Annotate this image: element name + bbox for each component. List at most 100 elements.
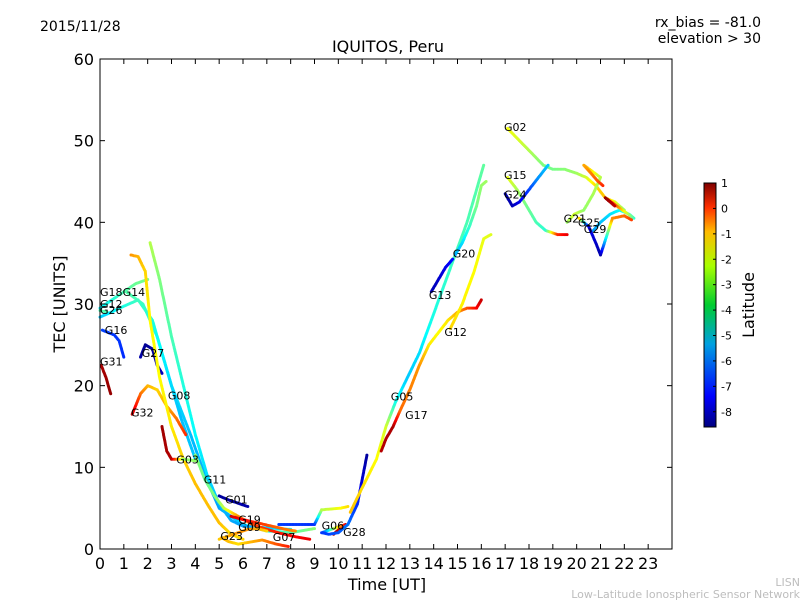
- colorbar-label: Latitude: [739, 272, 758, 338]
- x-tick-label: 2: [143, 554, 153, 573]
- x-tick-label: 13: [400, 554, 420, 573]
- x-tick-label: 21: [590, 554, 610, 573]
- x-tick-label: 23: [638, 554, 658, 573]
- satellite-label-G18: G18: [100, 286, 123, 299]
- x-tick-label: 12: [376, 554, 396, 573]
- satellite-label-G08: G08: [168, 390, 191, 403]
- x-tick-label: 14: [423, 554, 443, 573]
- chart-title: IQUITOS, Peru: [332, 37, 444, 56]
- satellite-label-G21: G21: [564, 212, 587, 225]
- data-point-G05: [482, 163, 486, 167]
- plot-area: [98, 126, 636, 548]
- satellite-label-G32: G32: [131, 407, 154, 420]
- data-point-G25: [613, 204, 617, 208]
- y-axis-label: TEC [UNITS]: [50, 256, 69, 354]
- x-tick-label: 1: [119, 554, 129, 573]
- data-point-G19: [293, 529, 297, 533]
- x-tick-label: 11: [352, 554, 372, 573]
- colorbar-tick-label: -8: [721, 406, 732, 419]
- satellite-label-G02: G02: [504, 121, 527, 134]
- data-point-G06: [346, 505, 350, 508]
- colorbar: [703, 182, 717, 428]
- x-tick-label: 8: [286, 554, 296, 573]
- x-tick-label: 18: [519, 554, 539, 573]
- x-tick-label: 6: [238, 554, 248, 573]
- data-point-G01: [246, 505, 250, 508]
- x-tick-label: 7: [262, 554, 272, 573]
- x-tick-label: 10: [328, 554, 348, 573]
- colorbar-tick-label: -6: [721, 355, 732, 368]
- data-point-G11: [308, 537, 312, 541]
- satellite-label-G17: G17: [405, 409, 428, 422]
- colorbar-tick-label: 1: [721, 177, 728, 190]
- colorbar-tick-label: -2: [721, 253, 732, 266]
- x-tick-label: 15: [447, 554, 467, 573]
- data-point-G24: [546, 163, 550, 167]
- data-point-G12: [489, 233, 493, 237]
- colorbar-tick-label: -3: [721, 279, 732, 292]
- satellite-label-G16: G16: [105, 324, 128, 337]
- satellite-label-G29: G29: [584, 223, 607, 236]
- x-tick-label: 20: [566, 554, 586, 573]
- footer-org-long: Low-Latitude Ionospheric Sensor Network: [571, 588, 800, 600]
- x-axis-label: Time [UT]: [347, 575, 426, 594]
- data-point-G17: [479, 298, 483, 302]
- rx-bias-label: rx_bias = -81.0: [655, 15, 761, 31]
- colorbar-tick-label: -5: [721, 330, 732, 343]
- x-tick-label: 4: [190, 554, 200, 573]
- elevation-label: elevation > 30: [658, 31, 761, 47]
- data-point-G20: [484, 180, 488, 183]
- y-tick-label: 30: [74, 295, 94, 314]
- colorbar-ticks: 1 0 -1 -2 -3 -4 -5 -6 -7 -8: [713, 177, 732, 419]
- satellite-label-G06: G06: [322, 519, 345, 532]
- y-tick-label: 20: [74, 377, 94, 396]
- satellite-label-G31: G31: [100, 355, 123, 368]
- satellite-label-G20: G20: [453, 247, 476, 260]
- colorbar-tick-label: -1: [721, 228, 732, 241]
- satellite-label-G23: G23: [220, 530, 243, 543]
- y-tick-label: 10: [74, 458, 94, 477]
- satellite-label-G13: G13: [429, 289, 452, 302]
- footer-org-short: LISN: [775, 576, 800, 589]
- satellite-label-G25: G25: [578, 216, 601, 229]
- satellite-label-G03: G03: [176, 453, 199, 466]
- y-tick-label: 40: [74, 213, 94, 232]
- colorbar-tick-label: -7: [721, 380, 732, 393]
- colorbar-tick-label: 0: [721, 202, 728, 215]
- data-point-G31: [109, 392, 113, 396]
- x-tick-label: 9: [309, 554, 319, 573]
- data-point-G28: [365, 453, 369, 457]
- satellite-label-G12: G12: [444, 326, 467, 339]
- data-point-G27: [160, 371, 164, 375]
- satellite-label-G24: G24: [504, 189, 527, 202]
- data-point-G16: [122, 355, 126, 359]
- satellite-label-G19: G19: [238, 514, 261, 527]
- satellite-labels: G18 G14G12G26G16G31G27G32G08G03G11G01G19G…: [100, 121, 606, 544]
- data-point-G32: [184, 433, 188, 437]
- satellite-label-G15: G15: [504, 169, 527, 182]
- data-point-G14: [313, 527, 316, 531]
- axes: 0 1 2 3 4 5 6 7 8 9 10 11 12 13 14 15 16 17 18 19 20 21 22 2301…: [74, 50, 673, 573]
- satellite-label-G05: G05: [391, 390, 414, 403]
- data-point-G07: [241, 537, 245, 541]
- x-tick-label: 22: [614, 554, 634, 573]
- satellite-label-G07: G07: [273, 531, 296, 544]
- y-tick-label: 50: [74, 132, 94, 151]
- x-tick-label: 5: [214, 554, 224, 573]
- data-point-G29: [630, 218, 633, 222]
- satellite-label-G14: G14: [123, 286, 146, 299]
- x-tick-label: 16: [471, 554, 491, 573]
- data-point-G13: [451, 257, 455, 261]
- data-point-G21: [601, 184, 605, 188]
- x-tick-label: 0: [95, 554, 105, 573]
- satellite-label-G11: G11: [204, 474, 227, 487]
- satellite-label-G01: G01: [225, 493, 248, 506]
- satellite-label-G12: G12: [100, 298, 123, 311]
- x-tick-label: 17: [495, 554, 515, 573]
- x-tick-label: 3: [166, 554, 176, 573]
- data-point-G23: [286, 545, 290, 548]
- y-tick-label: 0: [84, 540, 94, 559]
- satellite-label-G27: G27: [142, 347, 165, 360]
- satellite-label-G26: G26: [100, 304, 123, 317]
